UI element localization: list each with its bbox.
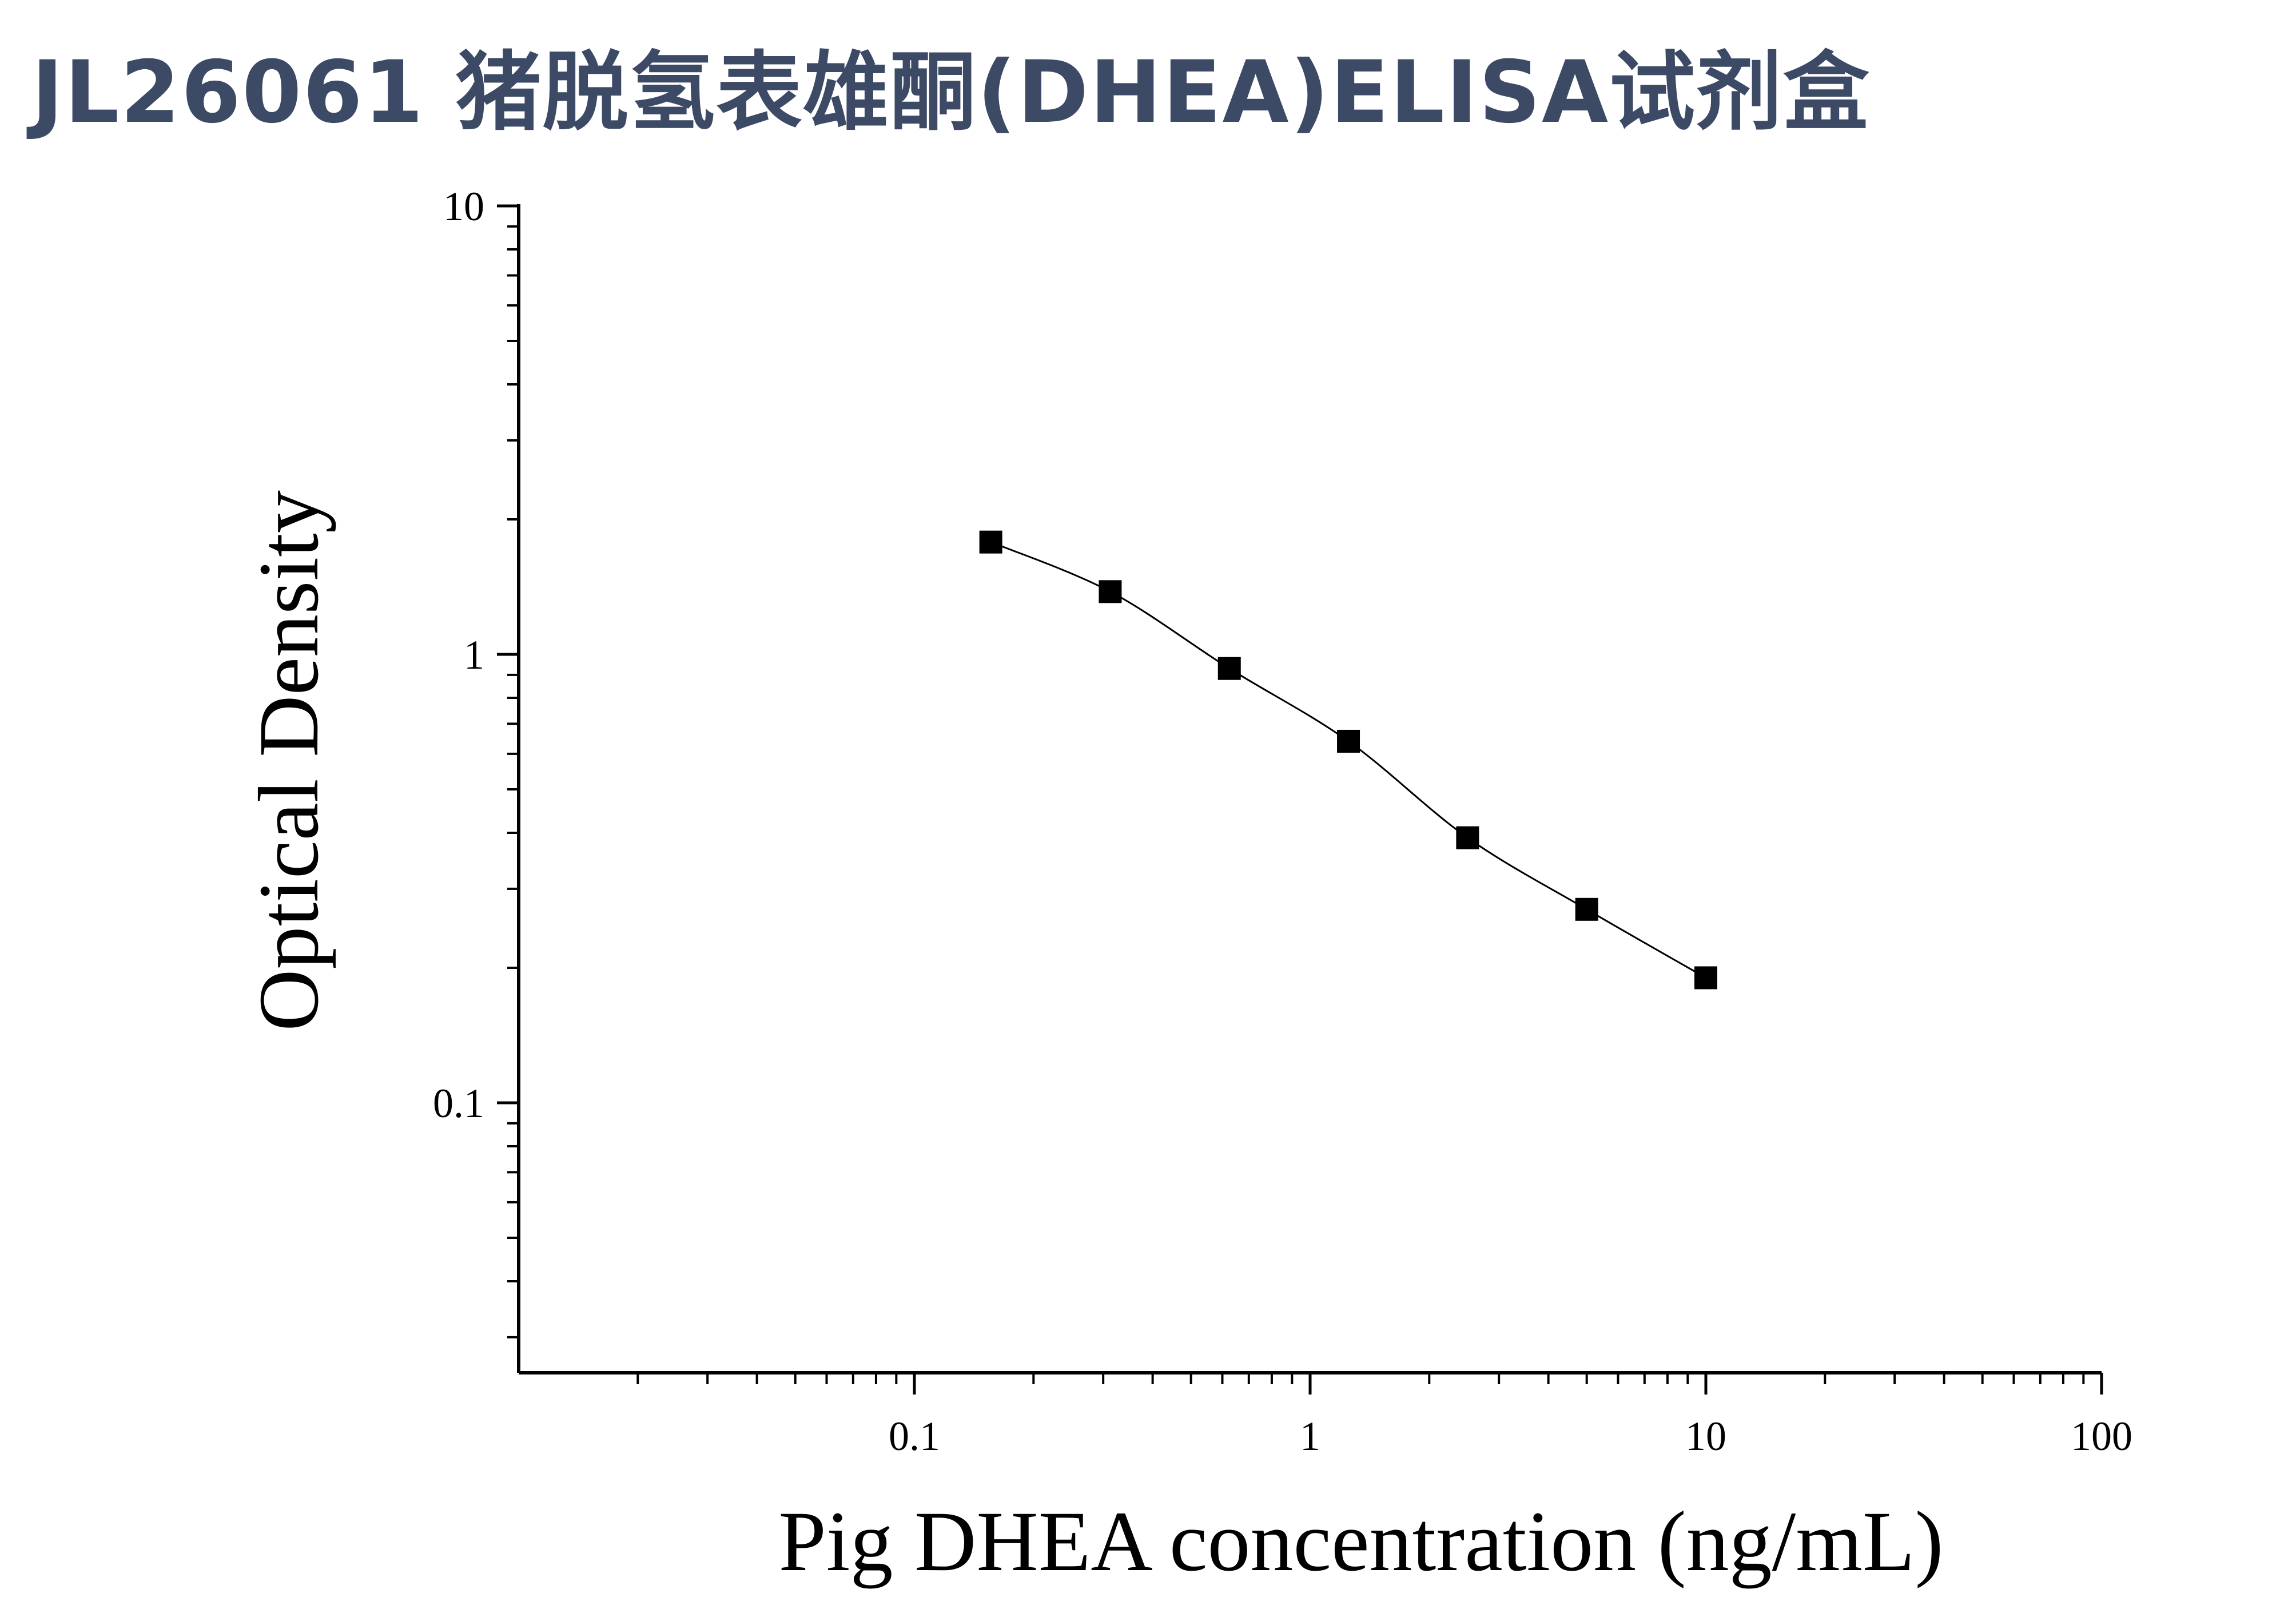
data-point xyxy=(1575,897,1598,921)
axes-layer: 0.1 1 10 100 0.1 1 10 xyxy=(433,184,2132,1459)
y-tick-label: 0.1 xyxy=(433,1080,484,1126)
fit-curve-layer xyxy=(990,541,1706,979)
data-point xyxy=(1217,657,1241,680)
data-point xyxy=(1099,580,1122,603)
y-tick-label: 1 xyxy=(464,632,484,678)
x-tick-label: 100 xyxy=(2071,1413,2132,1459)
fit-curve-line xyxy=(990,541,1706,979)
x-tick-label: 10 xyxy=(1685,1413,1726,1459)
data-point xyxy=(1456,826,1479,849)
data-point xyxy=(979,530,1002,554)
x-tick-label: 1 xyxy=(1300,1413,1320,1459)
data-point xyxy=(1337,729,1360,753)
x-axis-label: Pig DHEA concentration (ng/mL) xyxy=(778,1494,1943,1589)
x-tick-label: 0.1 xyxy=(889,1413,940,1459)
data-points-layer xyxy=(979,530,1717,990)
data-point xyxy=(1694,966,1717,990)
y-axis-label: Optical Density xyxy=(241,490,336,1031)
page-title: JL26061 猪脱氢表雄酮(DHEA)ELISA试剂盒 xyxy=(31,43,1871,142)
y-tick-label: 10 xyxy=(443,184,484,229)
